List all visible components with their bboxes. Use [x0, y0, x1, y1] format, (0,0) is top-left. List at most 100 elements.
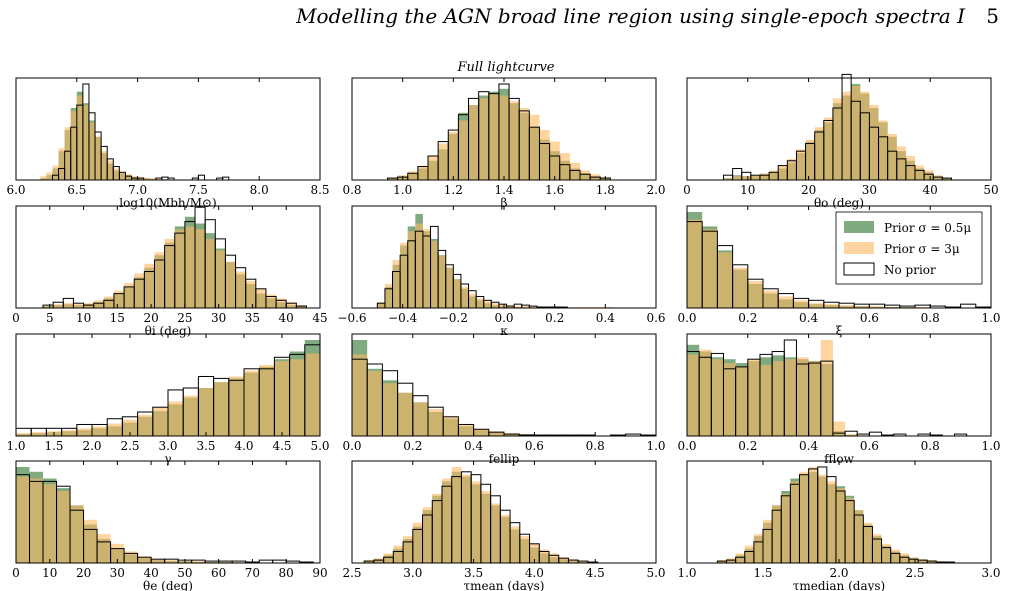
histogram-bar — [461, 474, 472, 563]
histogram-outline-bar — [960, 303, 977, 309]
histogram-bar — [95, 136, 102, 180]
histogram-bar — [215, 250, 226, 308]
x-tick-label: 0.4 — [799, 439, 818, 453]
axes-frame — [686, 77, 992, 181]
legend-label: Prior σ = 3μ — [884, 242, 960, 256]
x-tick-label: 1.8 — [596, 183, 615, 197]
histogram-bar — [453, 279, 461, 308]
histogram-bar — [784, 359, 797, 436]
x-tick-label: 1.0 — [677, 566, 696, 580]
histogram-bar — [580, 170, 591, 180]
histogram-bar — [878, 120, 888, 180]
histogram-bar — [808, 303, 824, 308]
histogram-bar — [799, 471, 809, 563]
x-tick-label: 0.8 — [921, 311, 940, 325]
x-axis-label: γ — [164, 452, 171, 466]
legend: Prior σ = 0.5μ Prior σ = 3μ No prior — [835, 211, 983, 285]
histogram-bar — [432, 493, 442, 563]
histogram-bar — [16, 433, 32, 436]
x-tick-label: 0.0 — [494, 311, 513, 325]
x-axis-label: θo (deg) — [814, 196, 864, 210]
histogram-bar — [97, 534, 111, 563]
histogram-bar — [63, 303, 74, 308]
x-tick-label: 0 — [12, 566, 20, 580]
histogram-bar — [887, 133, 897, 180]
histogram-bar — [569, 162, 580, 180]
histogram-bar — [578, 561, 588, 563]
legend-swatch — [844, 242, 874, 254]
x-tick-label: 0.6 — [525, 439, 544, 453]
histogram-bar — [790, 481, 800, 563]
histogram-bar — [568, 559, 579, 563]
histogram-bar — [823, 117, 833, 180]
histogram-bar — [149, 178, 156, 180]
histogram-bar — [820, 340, 833, 436]
histogram-bar — [548, 553, 559, 563]
histogram-bar — [92, 426, 108, 436]
histogram-bar — [509, 101, 520, 180]
x-tick-label: 1.4 — [494, 183, 513, 197]
x-tick-label: 5.0 — [646, 566, 665, 580]
histogram-bar — [468, 105, 479, 180]
histogram-bar — [83, 519, 98, 563]
histogram-bar — [747, 359, 760, 436]
histogram-bar — [107, 423, 123, 436]
x-tick-label: 1.6 — [545, 183, 564, 197]
histogram-bar — [842, 91, 852, 180]
x-tick-label: 8.5 — [310, 183, 329, 197]
x-tick-label: 1.0 — [646, 439, 665, 453]
histogram-bar — [808, 361, 821, 436]
histogram-bar — [367, 370, 383, 436]
histogram-bar — [113, 168, 120, 180]
histogram-bar — [76, 428, 92, 436]
histogram-bar — [863, 522, 873, 563]
x-tick-label: 15 — [110, 311, 125, 325]
histogram-bar — [228, 376, 244, 436]
histogram-panel: 0 10 20 30 40 50 θo (deg) — [683, 73, 999, 210]
x-axis-label: θe (deg) — [143, 579, 193, 591]
histogram-panel: 1.0 1.5 2.0 2.5 3.0 3.5 4.0 4.5 5.0 γ — [6, 333, 330, 466]
histogram-bar — [908, 557, 919, 563]
histogram-bar — [881, 543, 891, 563]
panels: 6.0 6.5 7.0 7.5 8.0 8.5 log10(Mbh/M⊙) 0.8 1.0 1.2… — [6, 73, 1001, 591]
histogram-bar — [151, 559, 165, 563]
histogram-bar — [191, 561, 206, 563]
histogram-bar — [500, 515, 511, 563]
histogram-bar — [235, 271, 246, 308]
histogram-bar — [384, 284, 393, 308]
x-tick-label: 0.8 — [586, 439, 605, 453]
running-title: Modelling the AGN broad line region usin… — [296, 4, 965, 28]
histogram-bar — [82, 105, 89, 180]
x-tick-label: 3.5 — [464, 566, 483, 580]
histogram-bar — [521, 306, 530, 308]
x-tick-label: 0.0 — [677, 439, 696, 453]
histogram-bar — [918, 559, 928, 563]
histogram-bar — [195, 229, 206, 308]
histogram-bar — [796, 357, 809, 436]
figure-title: Full lightcurve — [457, 60, 555, 75]
histogram-bar — [460, 286, 469, 308]
histogram-bar — [152, 407, 168, 436]
x-tick-label: 20 — [143, 311, 158, 325]
histogram-bar — [124, 551, 138, 563]
histogram-bar — [702, 229, 718, 308]
histogram-bar — [417, 165, 428, 180]
histogram-bar — [744, 545, 754, 563]
histogram-bar — [772, 505, 782, 563]
x-tick-label: −0.2 — [439, 311, 468, 325]
histogram-bar — [415, 223, 423, 308]
histogram-outline-bar — [868, 431, 883, 437]
histogram-bar — [793, 300, 809, 308]
histogram-bar — [422, 229, 431, 308]
x-tick-label: 2.0 — [646, 183, 665, 197]
axes-frame — [15, 77, 321, 181]
histogram-bar — [778, 165, 788, 180]
x-axis-label: β — [501, 196, 508, 210]
histogram-bar — [438, 255, 446, 308]
histogram-panel: 0 10 20 30 40 50 60 70 80 90 θe (deg) — [12, 460, 328, 591]
histogram-bar — [529, 306, 537, 308]
histogram-bar — [717, 252, 733, 308]
histogram-bar — [759, 173, 770, 180]
x-axis-label: log10(Mbh/M⊙) — [119, 196, 216, 210]
